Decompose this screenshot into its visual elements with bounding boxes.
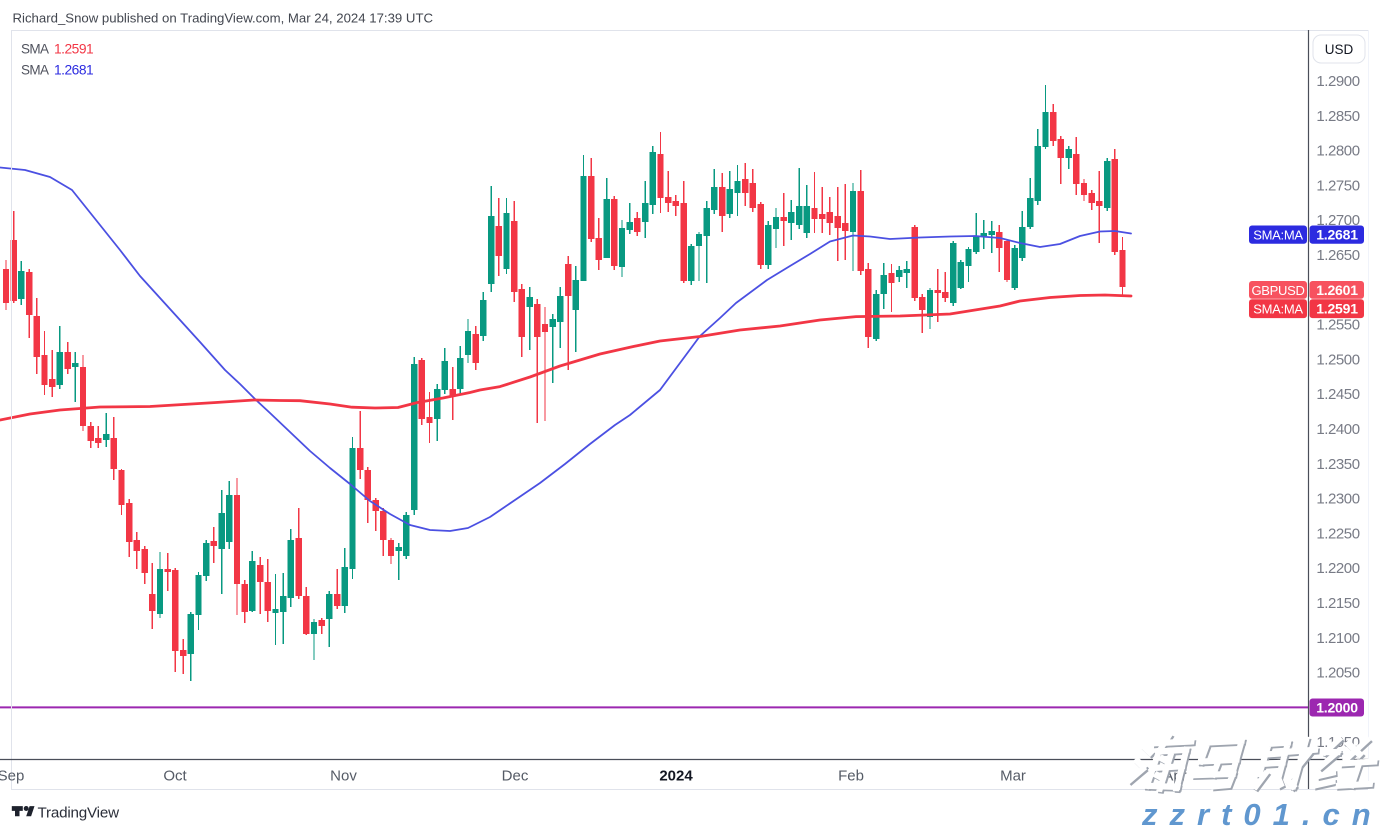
svg-text:Nov: Nov [330, 768, 357, 785]
svg-text:Richard_Snow published on Trad: Richard_Snow published on TradingView.co… [13, 11, 434, 26]
svg-text:1.2900: 1.2900 [1316, 73, 1359, 90]
svg-text:1.2591: 1.2591 [54, 42, 93, 57]
svg-text:1.2450: 1.2450 [1316, 386, 1359, 403]
svg-text:1.2000: 1.2000 [1316, 700, 1358, 716]
svg-text:1.2150: 1.2150 [1316, 595, 1359, 612]
svg-text:2024: 2024 [659, 768, 693, 785]
svg-text:TradingView: TradingView [38, 805, 120, 822]
svg-text:1.2681: 1.2681 [54, 63, 93, 78]
svg-text:SMA: SMA [21, 63, 49, 78]
svg-text:1.2601: 1.2601 [1316, 282, 1358, 298]
svg-text:1.2250: 1.2250 [1316, 525, 1359, 542]
svg-text:1.2200: 1.2200 [1316, 560, 1359, 577]
svg-text:1.2550: 1.2550 [1316, 317, 1359, 334]
svg-text:Feb: Feb [838, 768, 864, 785]
svg-text:Dec: Dec [502, 768, 529, 785]
svg-text:GBPUSD: GBPUSD [1251, 283, 1304, 298]
svg-text:1.2591: 1.2591 [1316, 301, 1358, 317]
svg-text:SMA:MA: SMA:MA [1253, 302, 1303, 317]
svg-text:1.2500: 1.2500 [1316, 351, 1359, 368]
svg-text:SMA:MA: SMA:MA [1253, 228, 1303, 243]
svg-text:1.2050: 1.2050 [1316, 665, 1359, 682]
svg-text:Oct: Oct [163, 768, 187, 785]
svg-text:Mar: Mar [1000, 768, 1026, 785]
svg-text:1.2400: 1.2400 [1316, 421, 1359, 438]
svg-text:1.2850: 1.2850 [1316, 108, 1359, 125]
svg-text:1.2800: 1.2800 [1316, 143, 1359, 160]
svg-text:1.2700: 1.2700 [1316, 212, 1359, 229]
svg-text:1.2650: 1.2650 [1316, 247, 1359, 264]
svg-text:USD: USD [1325, 42, 1354, 57]
svg-text:Sep: Sep [0, 768, 24, 785]
svg-text:SMA: SMA [21, 42, 49, 57]
svg-text:1.2681: 1.2681 [1316, 227, 1358, 243]
svg-text:1.2100: 1.2100 [1316, 630, 1359, 647]
svg-text:1.2350: 1.2350 [1316, 456, 1359, 473]
svg-text:1.2750: 1.2750 [1316, 177, 1359, 194]
svg-text:1.2300: 1.2300 [1316, 491, 1359, 508]
